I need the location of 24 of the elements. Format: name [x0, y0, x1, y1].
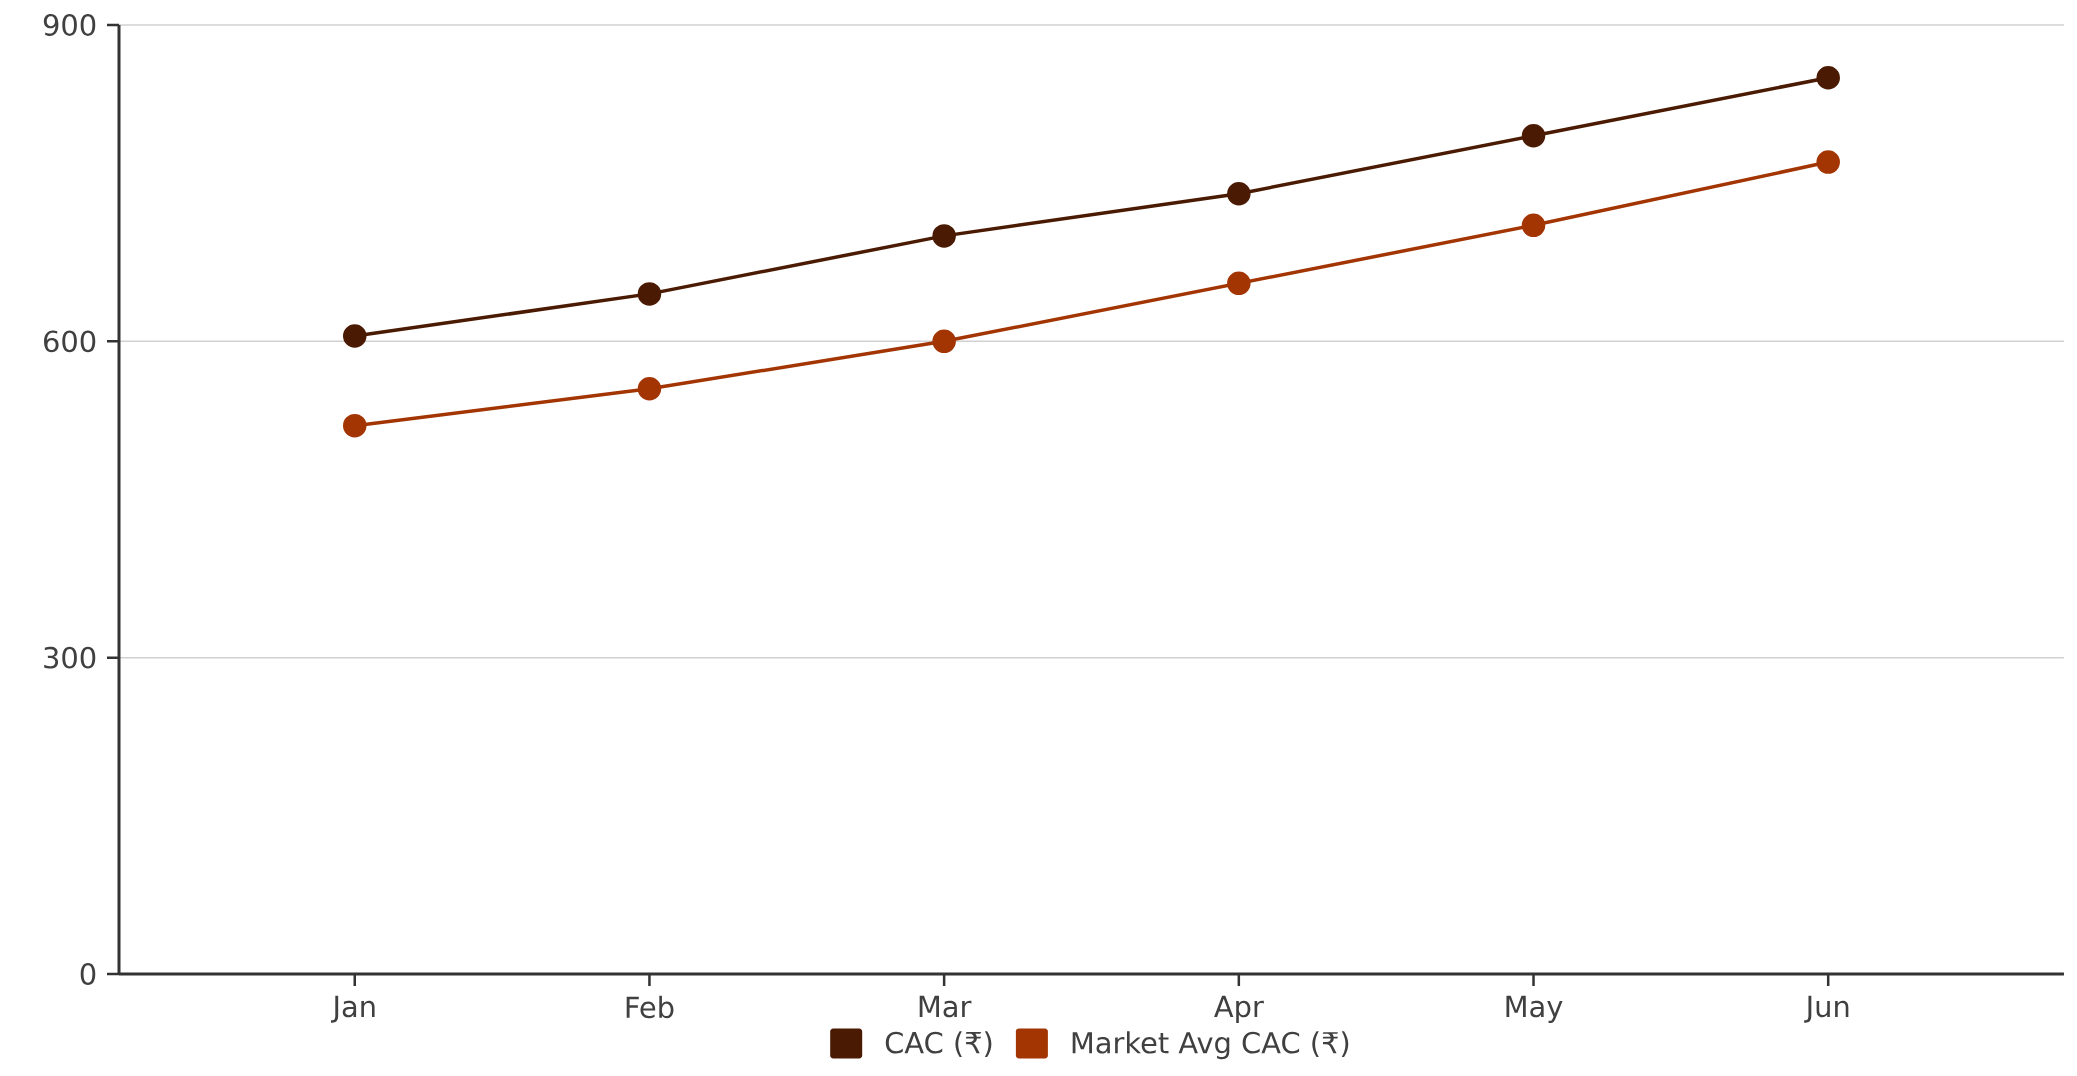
- y-tick-label: 0: [80, 963, 96, 985]
- legend-label: Market Avg CAC (₹): [1072, 1031, 1349, 1060]
- point: [343, 324, 367, 348]
- point: [1521, 213, 1546, 238]
- point: [932, 224, 956, 248]
- point: [1521, 123, 1546, 148]
- point: [1816, 65, 1840, 90]
- y-tick-label: 300: [44, 646, 96, 669]
- point: [637, 377, 662, 401]
- point: [1227, 271, 1251, 296]
- legend-label: CAC (₹): [885, 1031, 992, 1057]
- point: [343, 413, 367, 438]
- x-tick-label: May: [1506, 995, 1563, 1023]
- y-tick-label: 900: [43, 14, 96, 36]
- y-tick-label: 600: [44, 330, 96, 353]
- x-tick-label: Mar: [919, 995, 972, 1018]
- x-tick-label: Jun: [1804, 995, 1849, 1023]
- point: [932, 329, 956, 354]
- point: [1227, 181, 1251, 206]
- point: [637, 282, 662, 306]
- x-tick-label: Jan: [330, 995, 375, 1023]
- x-tick-label: Apr: [1214, 995, 1264, 1023]
- point: [1816, 150, 1840, 174]
- x-tick-label: Feb: [626, 995, 674, 1019]
